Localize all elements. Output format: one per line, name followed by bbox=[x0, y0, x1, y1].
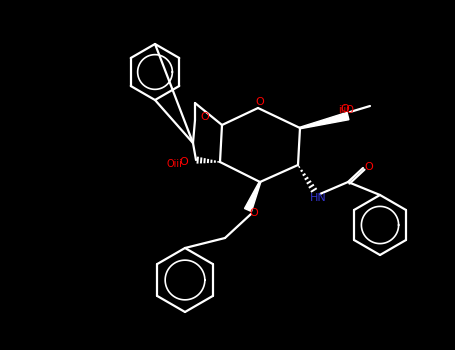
Text: O: O bbox=[364, 162, 374, 172]
Text: HN: HN bbox=[309, 193, 326, 203]
Text: O: O bbox=[250, 208, 258, 218]
Text: Oiii: Oiii bbox=[166, 159, 182, 169]
Text: O: O bbox=[256, 97, 264, 107]
Text: O: O bbox=[201, 112, 209, 122]
Polygon shape bbox=[244, 182, 261, 211]
Polygon shape bbox=[300, 112, 349, 129]
Text: iiiO: iiiO bbox=[338, 105, 354, 115]
Text: O: O bbox=[341, 104, 349, 114]
Text: O: O bbox=[180, 157, 188, 167]
